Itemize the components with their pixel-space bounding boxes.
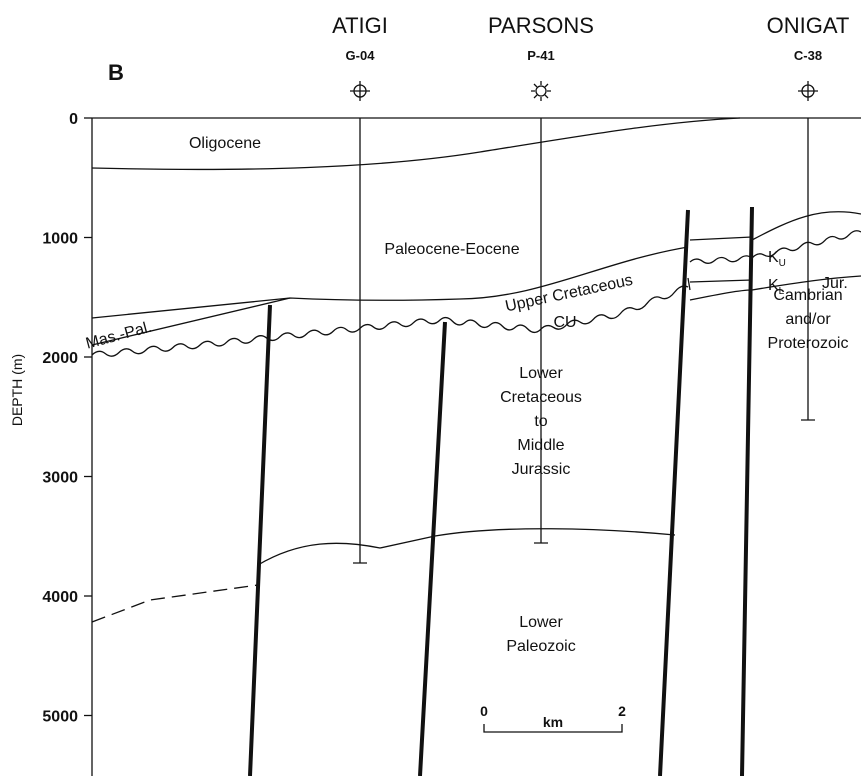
unit-label: Oligocene: [189, 135, 261, 152]
well-code: C-38: [794, 48, 822, 63]
unit-label: Lower Paleozoic: [506, 614, 575, 655]
label-line: Proterozoic: [768, 335, 849, 352]
tick-label: 1000: [42, 231, 78, 248]
unit-label: Mas.-Pal.: [84, 319, 154, 353]
lower-paleozoic-dashed: [92, 585, 258, 622]
scale-label: 2: [618, 703, 626, 719]
tick-label: 2000: [42, 350, 78, 367]
label-line: Lower: [519, 614, 563, 631]
well-symbol: [350, 81, 370, 101]
well-name: ATIGI: [332, 13, 388, 38]
well-symbol: [531, 81, 551, 101]
scale-label: km: [543, 714, 563, 730]
unit-label: Paleocene-Eocene: [384, 241, 519, 258]
label-line: Cretaceous: [500, 389, 582, 406]
kl-base: [690, 280, 752, 282]
tick-label: 5000: [42, 709, 78, 726]
faults: [250, 207, 752, 776]
scale-bar: 0 km 2: [480, 703, 626, 732]
jurassic-top: [690, 212, 861, 240]
tick-label: 3000: [42, 470, 78, 487]
well-name: ONIGAT: [767, 13, 850, 38]
scale-label: 0: [480, 703, 488, 719]
lower-paleozoic-top: [258, 529, 675, 565]
label-line: to: [534, 413, 547, 430]
unit-label: CU: [553, 314, 576, 331]
label-line: Paleozoic: [506, 638, 575, 655]
well-code: G-04: [346, 48, 376, 63]
axis-label: DEPTH (m): [9, 354, 25, 426]
unconformity: [92, 286, 688, 356]
tick-label: 0: [69, 111, 78, 128]
label-line: and/or: [785, 311, 831, 328]
cross-section: B ATIGI G-04 PARSONS P-41 ONIGAT C-38 DE…: [0, 0, 861, 776]
unit-label: KU: [768, 249, 786, 269]
well-name: PARSONS: [488, 13, 594, 38]
unit-label: Lower Cretaceous to Middle Jurassic: [500, 365, 582, 478]
fault-piece: [688, 278, 690, 290]
unit-label: Jur.: [822, 275, 848, 292]
label-line: Lower: [519, 365, 563, 382]
panel-letter: B: [108, 60, 124, 85]
well-symbol: [798, 81, 818, 101]
label-line: Middle: [517, 437, 564, 454]
tick-label: 4000: [42, 589, 78, 606]
well-code: P-41: [527, 48, 554, 63]
label-line: Jurassic: [512, 461, 571, 478]
depth-axis: DEPTH (m) 0 1000 2000 3000 4000 5000: [9, 111, 861, 776]
